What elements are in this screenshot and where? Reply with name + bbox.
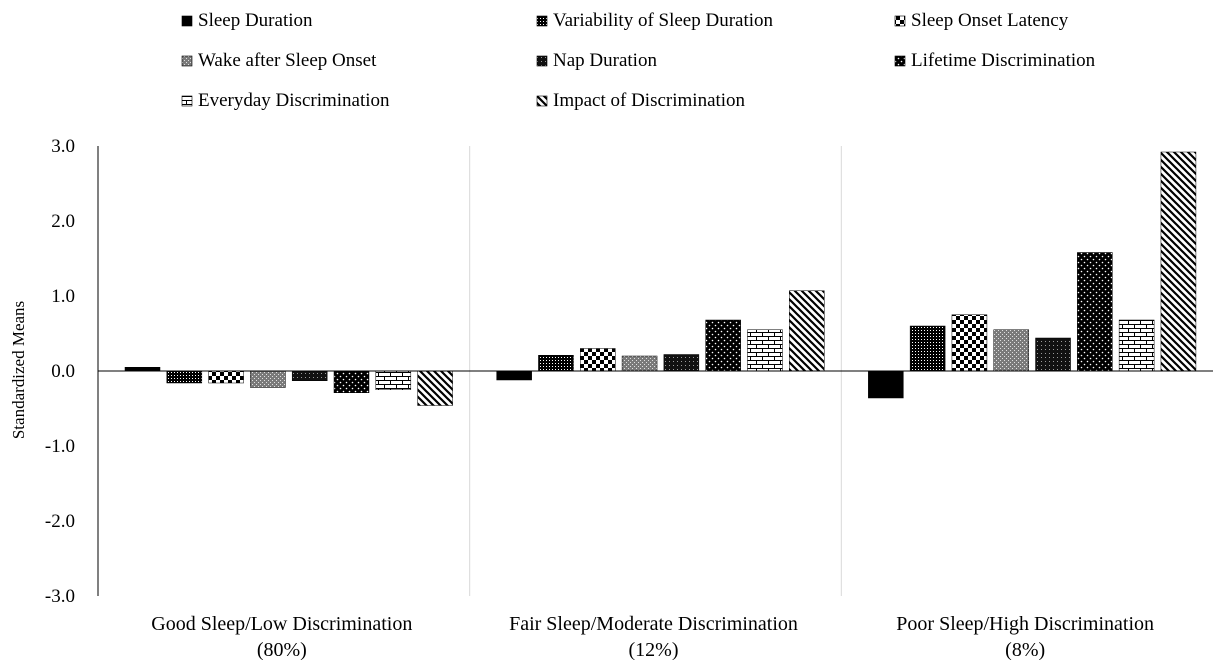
- bar-sleep-onset-latency: [951, 314, 988, 372]
- category-label-name: Fair Sleep/Moderate Discrimination: [509, 613, 798, 635]
- y-tick-label: 3.0: [51, 136, 75, 157]
- y-tick-label: -2.0: [45, 511, 75, 532]
- legend-item: Nap Duration: [536, 50, 657, 71]
- legend-label: Impact of Discrimination: [553, 90, 746, 111]
- bar-sleep-onset-latency: [208, 370, 244, 384]
- y-tick-label: 2.0: [51, 211, 75, 232]
- bar-sleep-duration: [124, 367, 161, 372]
- legend-item: Wake after Sleep Onset: [181, 50, 377, 71]
- category-label-percent: (8%): [1005, 639, 1045, 660]
- y-tick-label: 1.0: [51, 286, 75, 307]
- bar-variability-of-sleep-duration: [538, 355, 574, 372]
- bar-impact-of-discrimination: [417, 370, 453, 406]
- bar-wake-after-sleep-onset: [993, 329, 1029, 372]
- legend-item: Everyday Discrimination: [181, 90, 390, 111]
- legend-swatch: [894, 55, 906, 67]
- bar-variability-of-sleep-duration: [909, 325, 946, 372]
- bar-wake-after-sleep-onset: [621, 355, 658, 372]
- category-label-percent: (12%): [629, 639, 679, 660]
- category-label-name: Good Sleep/Low Discrimination: [151, 613, 412, 635]
- category-label-percent: (80%): [257, 639, 307, 660]
- y-axis-title: Standardized Means: [9, 301, 28, 439]
- bar-nap-duration: [1035, 337, 1071, 372]
- legend-label: Variability of Sleep Duration: [553, 10, 774, 31]
- bar-lifetime-discrimination: [333, 370, 370, 393]
- bar-everyday-discrimination: [375, 370, 412, 390]
- bars: [124, 151, 1197, 406]
- y-tick-label: 0.0: [51, 361, 75, 382]
- legend-item: Impact of Discrimination: [536, 90, 746, 111]
- y-tick-labels: 3.0 2.0 1.0 0.0 -1.0 -2.0 -3.0: [45, 136, 75, 607]
- bar-impact-of-discrimination: [789, 290, 825, 372]
- legend-swatch: [536, 95, 548, 107]
- legend-swatch: [181, 95, 193, 107]
- category-label: Fair Sleep/Moderate Discrimination (12%): [509, 613, 798, 660]
- category-label: Good Sleep/Low Discrimination (80%): [151, 613, 412, 660]
- legend-swatch: [536, 55, 548, 67]
- bar-nap-duration: [663, 354, 700, 372]
- legend-swatch: [536, 15, 548, 27]
- bar-impact-of-discrimination: [1160, 151, 1197, 372]
- bar-nap-duration: [291, 370, 328, 381]
- legend-item: Variability of Sleep Duration: [536, 10, 774, 31]
- legend-item: Lifetime Discrimination: [894, 50, 1096, 71]
- bar-everyday-discrimination: [1118, 319, 1155, 372]
- category-labels: Good Sleep/Low Discrimination (80%) Fair S…: [151, 613, 1154, 660]
- legend-swatch: [894, 15, 906, 27]
- legend-label: Lifetime Discrimination: [911, 50, 1096, 71]
- bar-lifetime-discrimination: [1077, 252, 1113, 372]
- legend-label: Sleep Onset Latency: [911, 10, 1069, 31]
- legend-label: Wake after Sleep Onset: [198, 50, 377, 71]
- bar-wake-after-sleep-onset: [250, 370, 286, 388]
- bar-everyday-discrimination: [747, 329, 783, 372]
- y-tick-label: -3.0: [45, 586, 75, 607]
- bar-lifetime-discrimination: [705, 319, 741, 372]
- axes: [97, 146, 1213, 596]
- legend-label: Everyday Discrimination: [198, 90, 390, 111]
- legend-swatch: [181, 15, 193, 27]
- legend-item: Sleep Onset Latency: [894, 10, 1069, 31]
- bar-sleep-duration: [496, 370, 532, 381]
- legend: Sleep Duration Variability of Sleep Durat…: [181, 10, 1096, 111]
- bar-sleep-duration: [868, 370, 904, 399]
- legend-item: Sleep Duration: [181, 10, 313, 31]
- legend-label: Nap Duration: [553, 50, 657, 71]
- bar-sleep-onset-latency: [580, 348, 616, 372]
- legend-label: Sleep Duration: [198, 10, 313, 31]
- category-label-name: Poor Sleep/High Discrimination: [896, 613, 1154, 635]
- bar-variability-of-sleep-duration: [166, 370, 203, 384]
- category-label: Poor Sleep/High Discrimination (8%): [896, 613, 1154, 660]
- legend-swatch: [181, 55, 193, 67]
- y-tick-label: -1.0: [45, 436, 75, 457]
